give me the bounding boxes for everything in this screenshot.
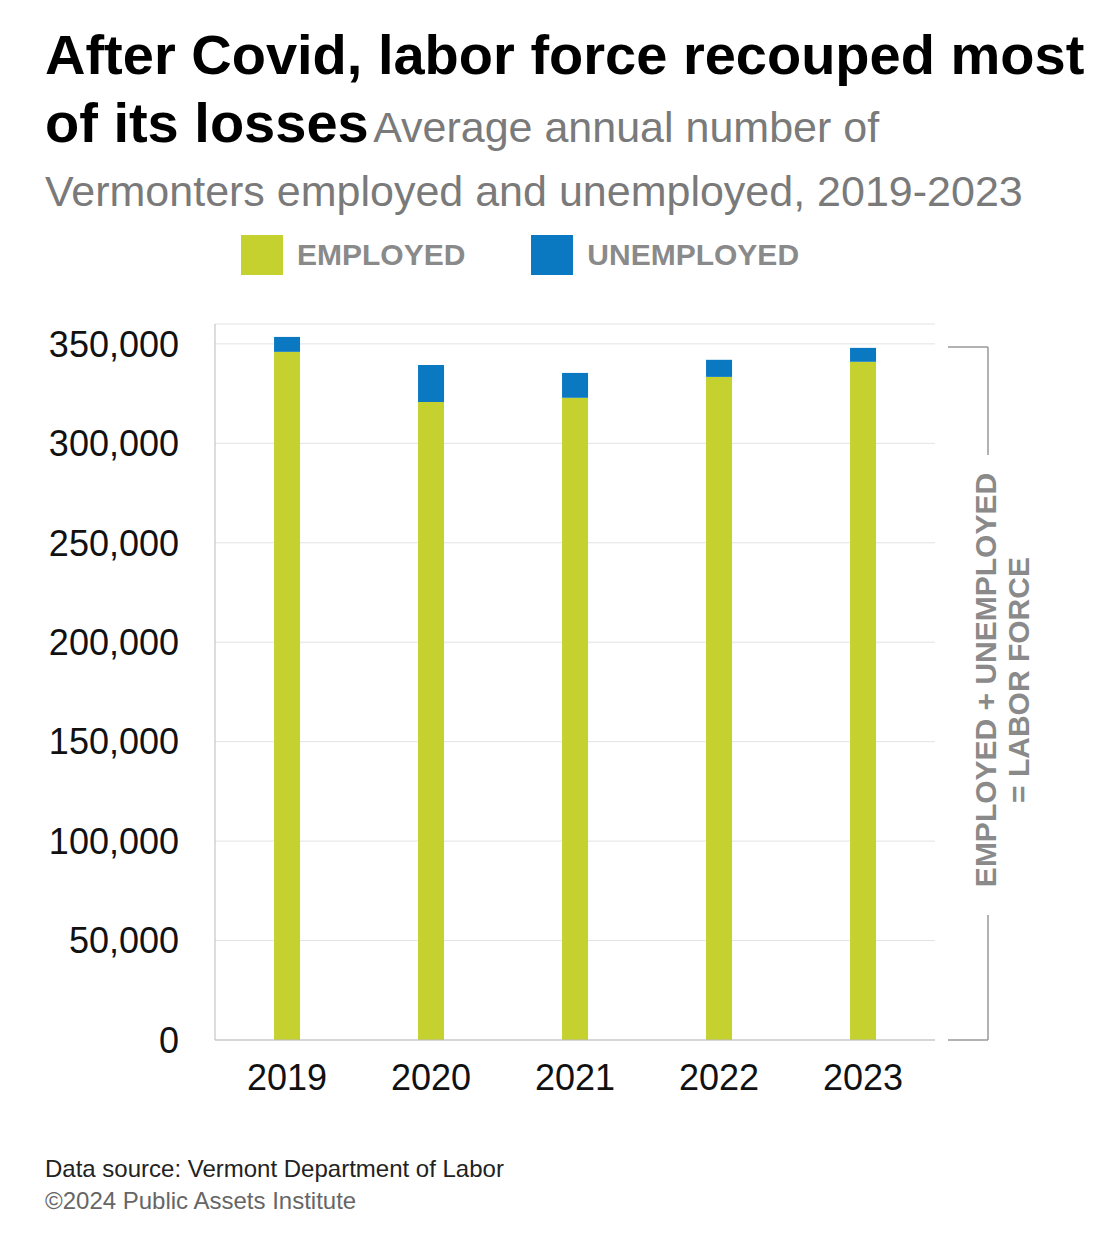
html-text:EMPLOYED: EMPLOYED [297, 238, 466, 271]
svg-text:= LABOR FORCE: = LABOR FORCE [1002, 557, 1035, 803]
svg-text:0: 0 [159, 1020, 179, 1061]
svg-text:2021: 2021 [535, 1057, 615, 1098]
svg-text:350,000: 350,000 [49, 324, 179, 365]
svg-text:50,000: 50,000 [69, 920, 179, 961]
svg-text:250,000: 250,000 [49, 523, 179, 564]
html-text:After Covid, labor force recou: After Covid, labor force recouped most o… [45, 23, 1085, 215]
svg-text:2019: 2019 [247, 1057, 327, 1098]
svg-text:2023: 2023 [823, 1057, 903, 1098]
svg-text:100,000: 100,000 [49, 821, 179, 862]
svg-text:2020: 2020 [391, 1057, 471, 1098]
svg-text:EMPLOYED + UNEMPLOYED: EMPLOYED + UNEMPLOYED [969, 473, 1002, 887]
html-text:©2024 Public Assets Institute: ©2024 Public Assets Institute [45, 1187, 357, 1214]
svg-text:200,000: 200,000 [49, 622, 179, 663]
svg-text:150,000: 150,000 [49, 721, 179, 762]
html-text:UNEMPLOYED: UNEMPLOYED [587, 238, 799, 271]
svg-text:2022: 2022 [679, 1057, 759, 1098]
svg-text:300,000: 300,000 [49, 423, 179, 464]
html-text:Data source: Vermont Departmen: Data source: Vermont Department of Labor [45, 1155, 504, 1182]
